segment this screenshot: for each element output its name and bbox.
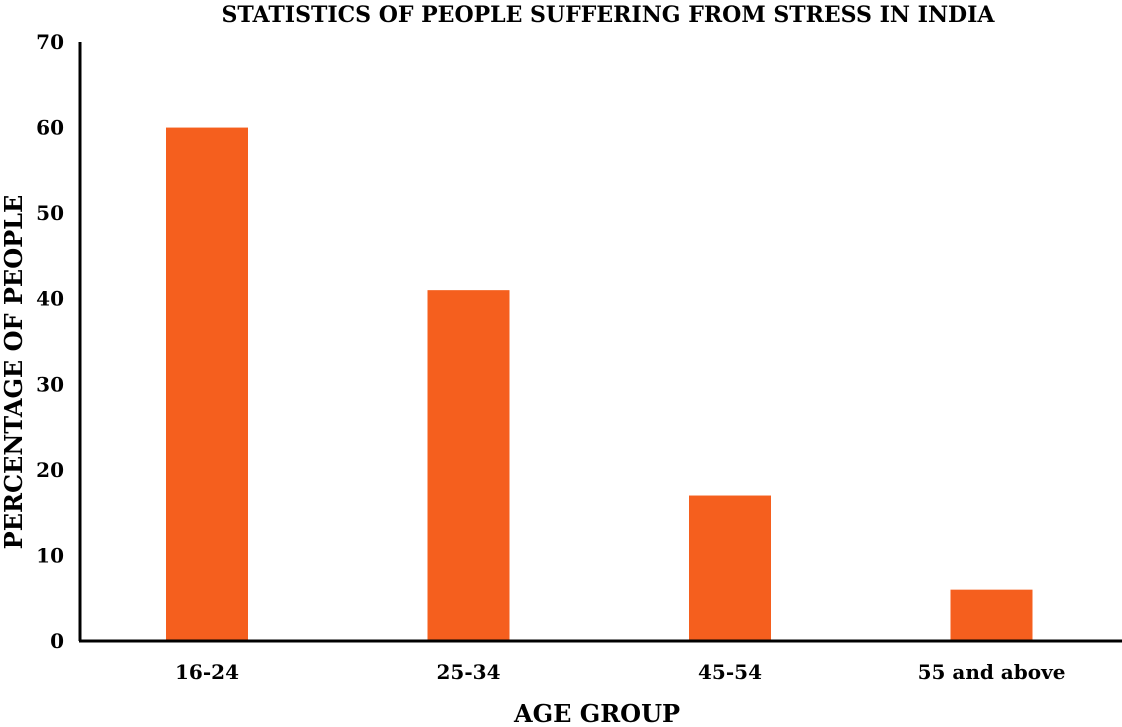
bar-25-34 [427, 290, 510, 641]
y-tick-label: 70 [36, 30, 64, 54]
chart-title: STATISTICS OF PEOPLE SUFFERING FROM STRE… [222, 2, 996, 28]
x-tick-label: 25-34 [437, 660, 501, 684]
y-tick-label: 10 [36, 543, 64, 567]
y-tick-label: 0 [50, 629, 64, 653]
x-tick-label: 55 and above [918, 660, 1066, 684]
bar-55-and-above [950, 589, 1033, 641]
x-tick-label: 16-24 [175, 660, 239, 684]
x-tick-label: 45-54 [698, 660, 762, 684]
y-tick-label: 20 [36, 458, 64, 482]
y-axis-label: PERCENTAGE OF PEOPLE [0, 195, 28, 550]
y-tick-label: 50 [36, 201, 64, 225]
y-tick-label: 40 [36, 287, 64, 311]
bar-16-24 [166, 127, 248, 642]
x-axis-label: AGE GROUP [513, 699, 680, 727]
bar-45-54 [689, 495, 771, 641]
bar-group [166, 127, 1033, 642]
x-tick-group: 16-24 25-34 45-54 55 and above [175, 660, 1065, 684]
y-tick-label: 60 [36, 116, 64, 140]
y-tick-label: 30 [36, 372, 64, 396]
y-tick-group: 0 10 20 30 40 50 60 70 [36, 30, 64, 653]
